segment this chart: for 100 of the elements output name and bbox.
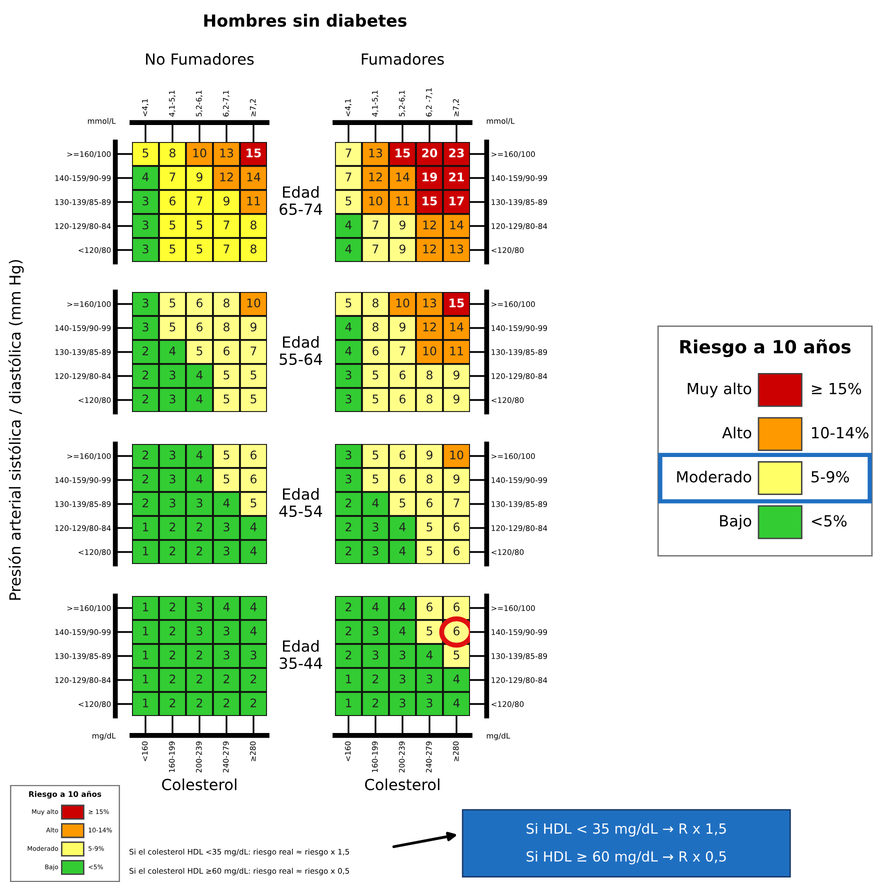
data-label: 2 [196, 698, 202, 708]
data-label: 15 [450, 298, 464, 308]
x-axis-title: Colesterol [365, 778, 440, 790]
data-label: 4 [196, 370, 203, 380]
data-label: 11 [450, 346, 463, 356]
data-label: 1 [143, 626, 148, 636]
data-label: 7 [224, 220, 230, 230]
data-label: 5 [426, 522, 432, 532]
data-label: 5 [224, 370, 230, 380]
data-label: 14 [450, 322, 464, 332]
data-label: 9 [399, 220, 406, 230]
text: Riesgo a 10 años [680, 339, 851, 358]
category-label: Alto [722, 426, 752, 438]
text: Hombres sin diabetes [204, 14, 406, 27]
text: Si HDL ≥ 60 mg/dL → R x 0,5 [526, 850, 726, 864]
data-label: 5 [170, 220, 176, 230]
data-label: 3 [346, 394, 352, 404]
data-label: 2 [142, 394, 148, 404]
data-label: 15 [246, 148, 261, 158]
data-label: 6 [224, 346, 230, 356]
data-label: 4 [223, 602, 230, 612]
data-label: 4 [345, 220, 352, 230]
data-label: 7 [170, 172, 176, 182]
data-label: 4 [345, 244, 352, 254]
data-label: 3 [372, 522, 378, 532]
data-label: 2 [170, 650, 176, 660]
chart-subtitle: No Fumadores [146, 53, 254, 65]
data-label: 2 [196, 674, 202, 684]
data-label: 8 [426, 394, 432, 404]
data-label: 7 [224, 244, 230, 254]
data-label: 4 [345, 346, 352, 356]
data-label: 2 [170, 602, 176, 612]
data-label: 3 [372, 546, 378, 556]
data-label: 6 [250, 450, 257, 460]
data-label: 9 [426, 450, 432, 460]
data-label: 5 [250, 370, 256, 380]
data-label: 9 [399, 244, 406, 254]
y2-axis-title: Edad 35-44 [280, 640, 322, 669]
data-label: 6 [454, 522, 460, 532]
text: <5% [812, 515, 847, 527]
data-label: 13 [450, 244, 464, 254]
data-label: 6 [170, 196, 176, 206]
data-label: 1 [143, 698, 148, 708]
data-label: 3 [170, 498, 176, 508]
data-label: 3 [346, 370, 352, 380]
data-label: 15 [396, 148, 410, 158]
data-label: 3 [400, 650, 406, 660]
data-label: 5 [400, 498, 406, 508]
data-label: 4 [196, 450, 203, 460]
data-label: 8 [372, 322, 378, 332]
data-label: 5 [372, 394, 378, 404]
data-label: 19 [422, 172, 437, 182]
data-label: 5 [170, 322, 176, 332]
data-label: 13 [369, 148, 382, 158]
data-label: 4 [399, 626, 406, 636]
data-label: 10 [247, 298, 260, 308]
data-label: 4 [250, 602, 257, 612]
data-label: 2 [224, 674, 230, 684]
data-label: 9 [453, 474, 460, 484]
data-label: 2 [346, 522, 352, 532]
data-label: 4 [399, 522, 406, 532]
data-label: 5 [196, 220, 202, 230]
data-label: 6 [196, 322, 203, 332]
data-label: 4 [399, 602, 406, 612]
data-label: 1 [143, 546, 148, 556]
category-label: Moderado [677, 470, 752, 483]
data-label: 3 [224, 626, 230, 636]
data-label: 7 [454, 498, 460, 508]
data-label: 4 [372, 498, 379, 508]
data-label: 3 [142, 196, 148, 206]
data-label: 3 [346, 474, 352, 484]
data-label: 2 [170, 698, 176, 708]
data-label: 12 [369, 172, 382, 182]
data-label: 5 [372, 474, 378, 484]
data-label: 8 [250, 244, 256, 254]
data-label: 3 [142, 322, 148, 332]
data-label: 8 [224, 322, 230, 332]
data-label: 5 [250, 394, 256, 404]
category-label: Muy alto [688, 382, 752, 398]
data-label: 10 [396, 298, 410, 308]
text: 10-14% [812, 426, 868, 438]
data-label: 9 [250, 322, 256, 332]
data-label: 2 [170, 626, 176, 636]
data-label: 6 [400, 394, 406, 404]
data-label: 3 [196, 602, 202, 612]
data-label: 4 [196, 474, 203, 484]
data-label: 5 [454, 650, 460, 660]
data-label: 2 [224, 698, 230, 708]
text: 5-9% [812, 470, 849, 483]
data-label: 5 [170, 244, 176, 254]
data-label: 1 [143, 674, 148, 684]
data-label: 2 [142, 498, 148, 508]
data-label: 3 [400, 698, 406, 708]
data-label: 3 [142, 244, 148, 254]
data-label: 2 [142, 474, 148, 484]
data-label: 6 [400, 450, 406, 460]
data-label: 1 [346, 674, 352, 684]
category-label: Bajo [720, 514, 752, 530]
data-label: 8 [224, 298, 230, 308]
data-label: 7 [346, 172, 352, 182]
